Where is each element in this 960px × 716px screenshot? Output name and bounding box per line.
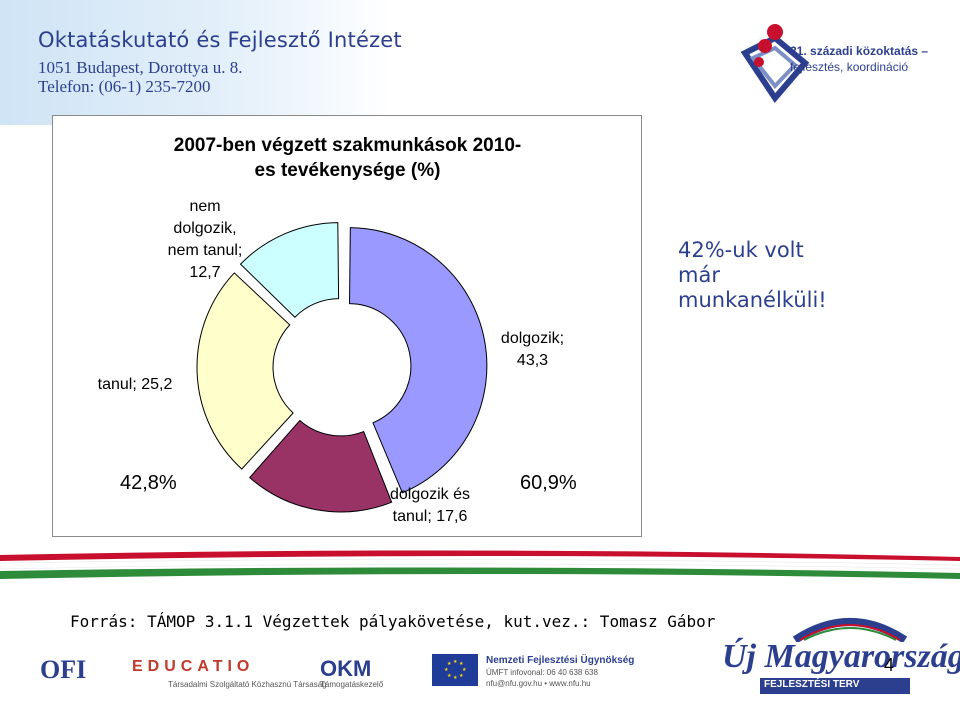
- page-number: 4: [884, 655, 895, 675]
- svg-text:★: ★: [453, 675, 458, 681]
- label-nem-line4: 12,7: [189, 264, 221, 281]
- okm-subtitle: Támogatáskezelő: [320, 680, 384, 689]
- slice-nem-dolgozik-nem-tanul: [239, 222, 340, 318]
- label-dt-line2: tanul; 17,6: [392, 508, 468, 525]
- label-dolgozik-es-tanul: dolgozik és tanul; 17,6: [360, 484, 500, 528]
- svg-text:★: ★: [462, 667, 467, 673]
- svg-text:★: ★: [459, 673, 464, 679]
- label-tanul: tanul; 25,2: [97, 376, 173, 393]
- umft-bar: [760, 678, 910, 694]
- slice-dolgozik: [349, 227, 488, 494]
- badge-line2: fejlesztés, koordináció: [790, 60, 909, 74]
- nfu-logo-name: Nemzeti Fejlesztési Ügynökség: [486, 655, 635, 666]
- slice-dolgozik-es-tanul: [249, 419, 393, 513]
- label-dt-line1: dolgozik és: [389, 486, 471, 503]
- svg-text:★: ★: [447, 673, 452, 679]
- eu-flag-icon: ★ ★★ ★★★ ★★: [432, 654, 478, 686]
- okm-logo: OKM: [320, 656, 372, 681]
- chart-title-line2: es tevékenysége (%): [254, 160, 441, 181]
- callout-note: 42%-uk volt már munkanélküli!: [678, 238, 948, 313]
- label-dolgozik-line2: 43,3: [516, 352, 549, 369]
- umft-star-arc-icon: [792, 618, 908, 642]
- institution-phone: Telefon: (06-1) 235-7200: [38, 77, 211, 96]
- logo-21-icon: [740, 24, 810, 103]
- label-dolgozik: dolgozik; 43,3: [470, 328, 595, 372]
- badge-line1: 21. századi közoktatás –: [790, 44, 929, 58]
- source-note: Forrás: TÁMOP 3.1.1 Végzettek pályakövet…: [70, 612, 716, 631]
- svg-text:★: ★: [459, 661, 464, 667]
- institution-address: 1051 Budapest, Dorottya u. 8.: [38, 58, 243, 77]
- svg-text:★: ★: [453, 659, 458, 665]
- institution-name: Oktatáskutató és Fejlesztő Intézet: [38, 28, 402, 52]
- note-line3: munkanélküli!: [678, 288, 827, 312]
- annotation-left-percent: 42,8%: [120, 472, 177, 494]
- nfu-infoline: ÚMFT infovonal: 06 40 638 638: [486, 668, 598, 677]
- slice-tanul: [196, 272, 294, 470]
- header-band: [0, 0, 390, 125]
- donut-chart: [196, 222, 488, 513]
- flag-swoosh-divider: [0, 550, 960, 579]
- educatio-logo: EDUCATIO: [132, 658, 255, 675]
- label-nem-line2: dolgozik,: [173, 220, 237, 237]
- svg-text:★: ★: [447, 661, 452, 667]
- umft-logo-text: Új Magyarország: [722, 638, 960, 675]
- note-line1: 42%-uk volt: [678, 238, 804, 262]
- svg-text:★: ★: [444, 667, 449, 673]
- label-nem-line1: nem: [189, 198, 221, 215]
- label-dolgozik-line1: dolgozik;: [500, 330, 565, 347]
- annotation-right-percent: 60,9%: [520, 472, 577, 494]
- nfu-contact: nfu@nfu.gov.hu • www.nfu.hu: [486, 679, 591, 688]
- note-line2: már: [678, 263, 720, 287]
- umft-subtitle: FEJLESZTÉSI TERV: [764, 679, 860, 690]
- educatio-subtitle: Társadalmi Szolgáltató Közhasznú Társasá…: [168, 680, 327, 689]
- label-nem-line3: nem tanul;: [167, 242, 243, 259]
- ofi-logo: OFI: [40, 655, 87, 684]
- chart-title-line1: 2007-ben végzett szakmunkások 2010-: [173, 135, 522, 156]
- label-nem-dolgozik-nem-tanul: nem dolgozik, nem tanul; 12,7: [140, 196, 270, 284]
- chart-title: 2007-ben végzett szakmunkások 2010- es t…: [70, 133, 625, 183]
